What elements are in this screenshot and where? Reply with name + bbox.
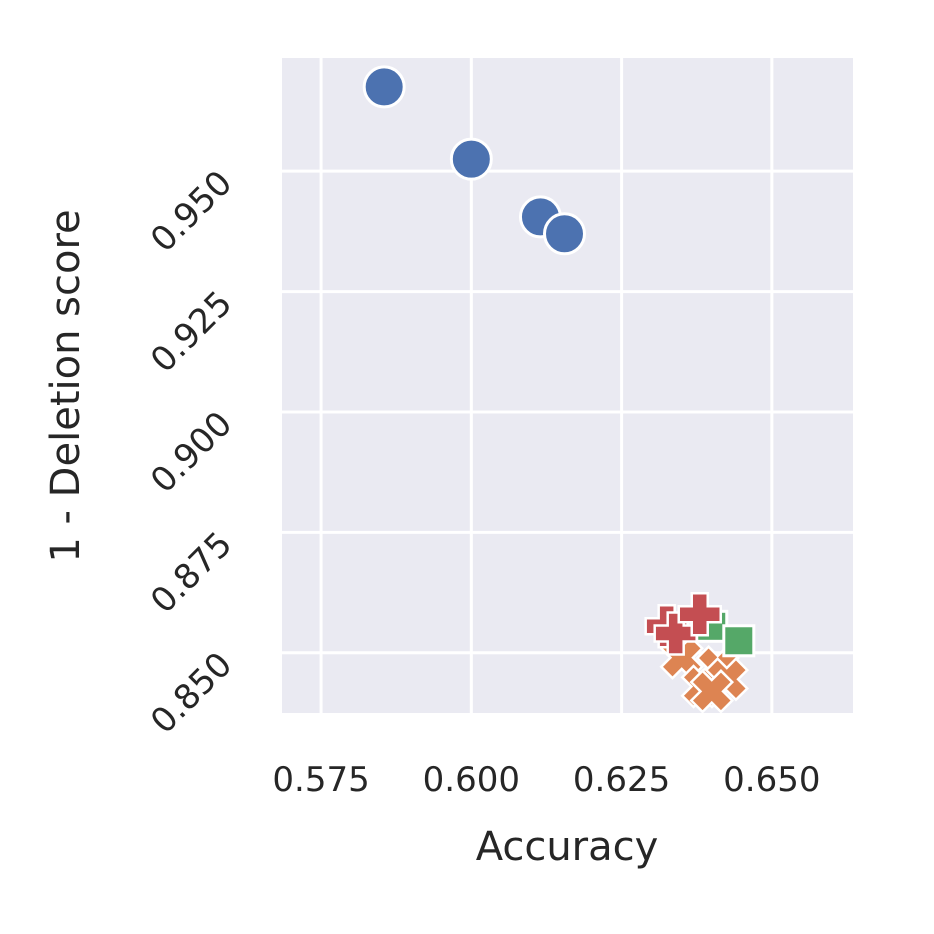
- x-axis-label: Accuracy: [476, 824, 659, 870]
- plot-background: [282, 58, 853, 713]
- x-tick-label: 0.625: [573, 760, 670, 800]
- data-point-square: [722, 624, 756, 658]
- data-point-plus: [677, 592, 722, 637]
- data-point-circle: [362, 65, 406, 109]
- x-tick-label: 0.650: [723, 760, 820, 800]
- data-point-x: [689, 669, 735, 714]
- x-tick-label: 0.575: [272, 760, 369, 800]
- x-tick-label: 0.600: [423, 760, 520, 800]
- y-axis-label: 1 - Deletion score: [43, 209, 89, 562]
- y-tick-label: 0.950: [143, 163, 240, 260]
- data-points: [362, 65, 756, 714]
- data-point-circle: [542, 212, 586, 256]
- x-ticks: 0.575 0.600 0.625 0.650: [272, 760, 820, 800]
- y-tick-label: 0.875: [143, 524, 240, 621]
- y-tick-label: 0.850: [143, 645, 240, 742]
- y-tick-label: 0.900: [143, 404, 240, 501]
- y-ticks: 0.850 0.875 0.900 0.925 0.950: [143, 163, 240, 742]
- data-point-plus: [653, 611, 698, 656]
- y-tick-label: 0.925: [143, 283, 240, 380]
- data-point-circle: [449, 137, 493, 181]
